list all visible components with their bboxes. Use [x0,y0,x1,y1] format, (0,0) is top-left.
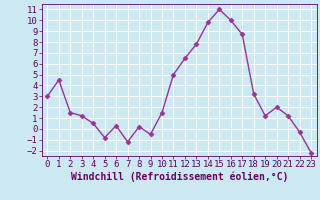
X-axis label: Windchill (Refroidissement éolien,°C): Windchill (Refroidissement éolien,°C) [70,172,288,182]
